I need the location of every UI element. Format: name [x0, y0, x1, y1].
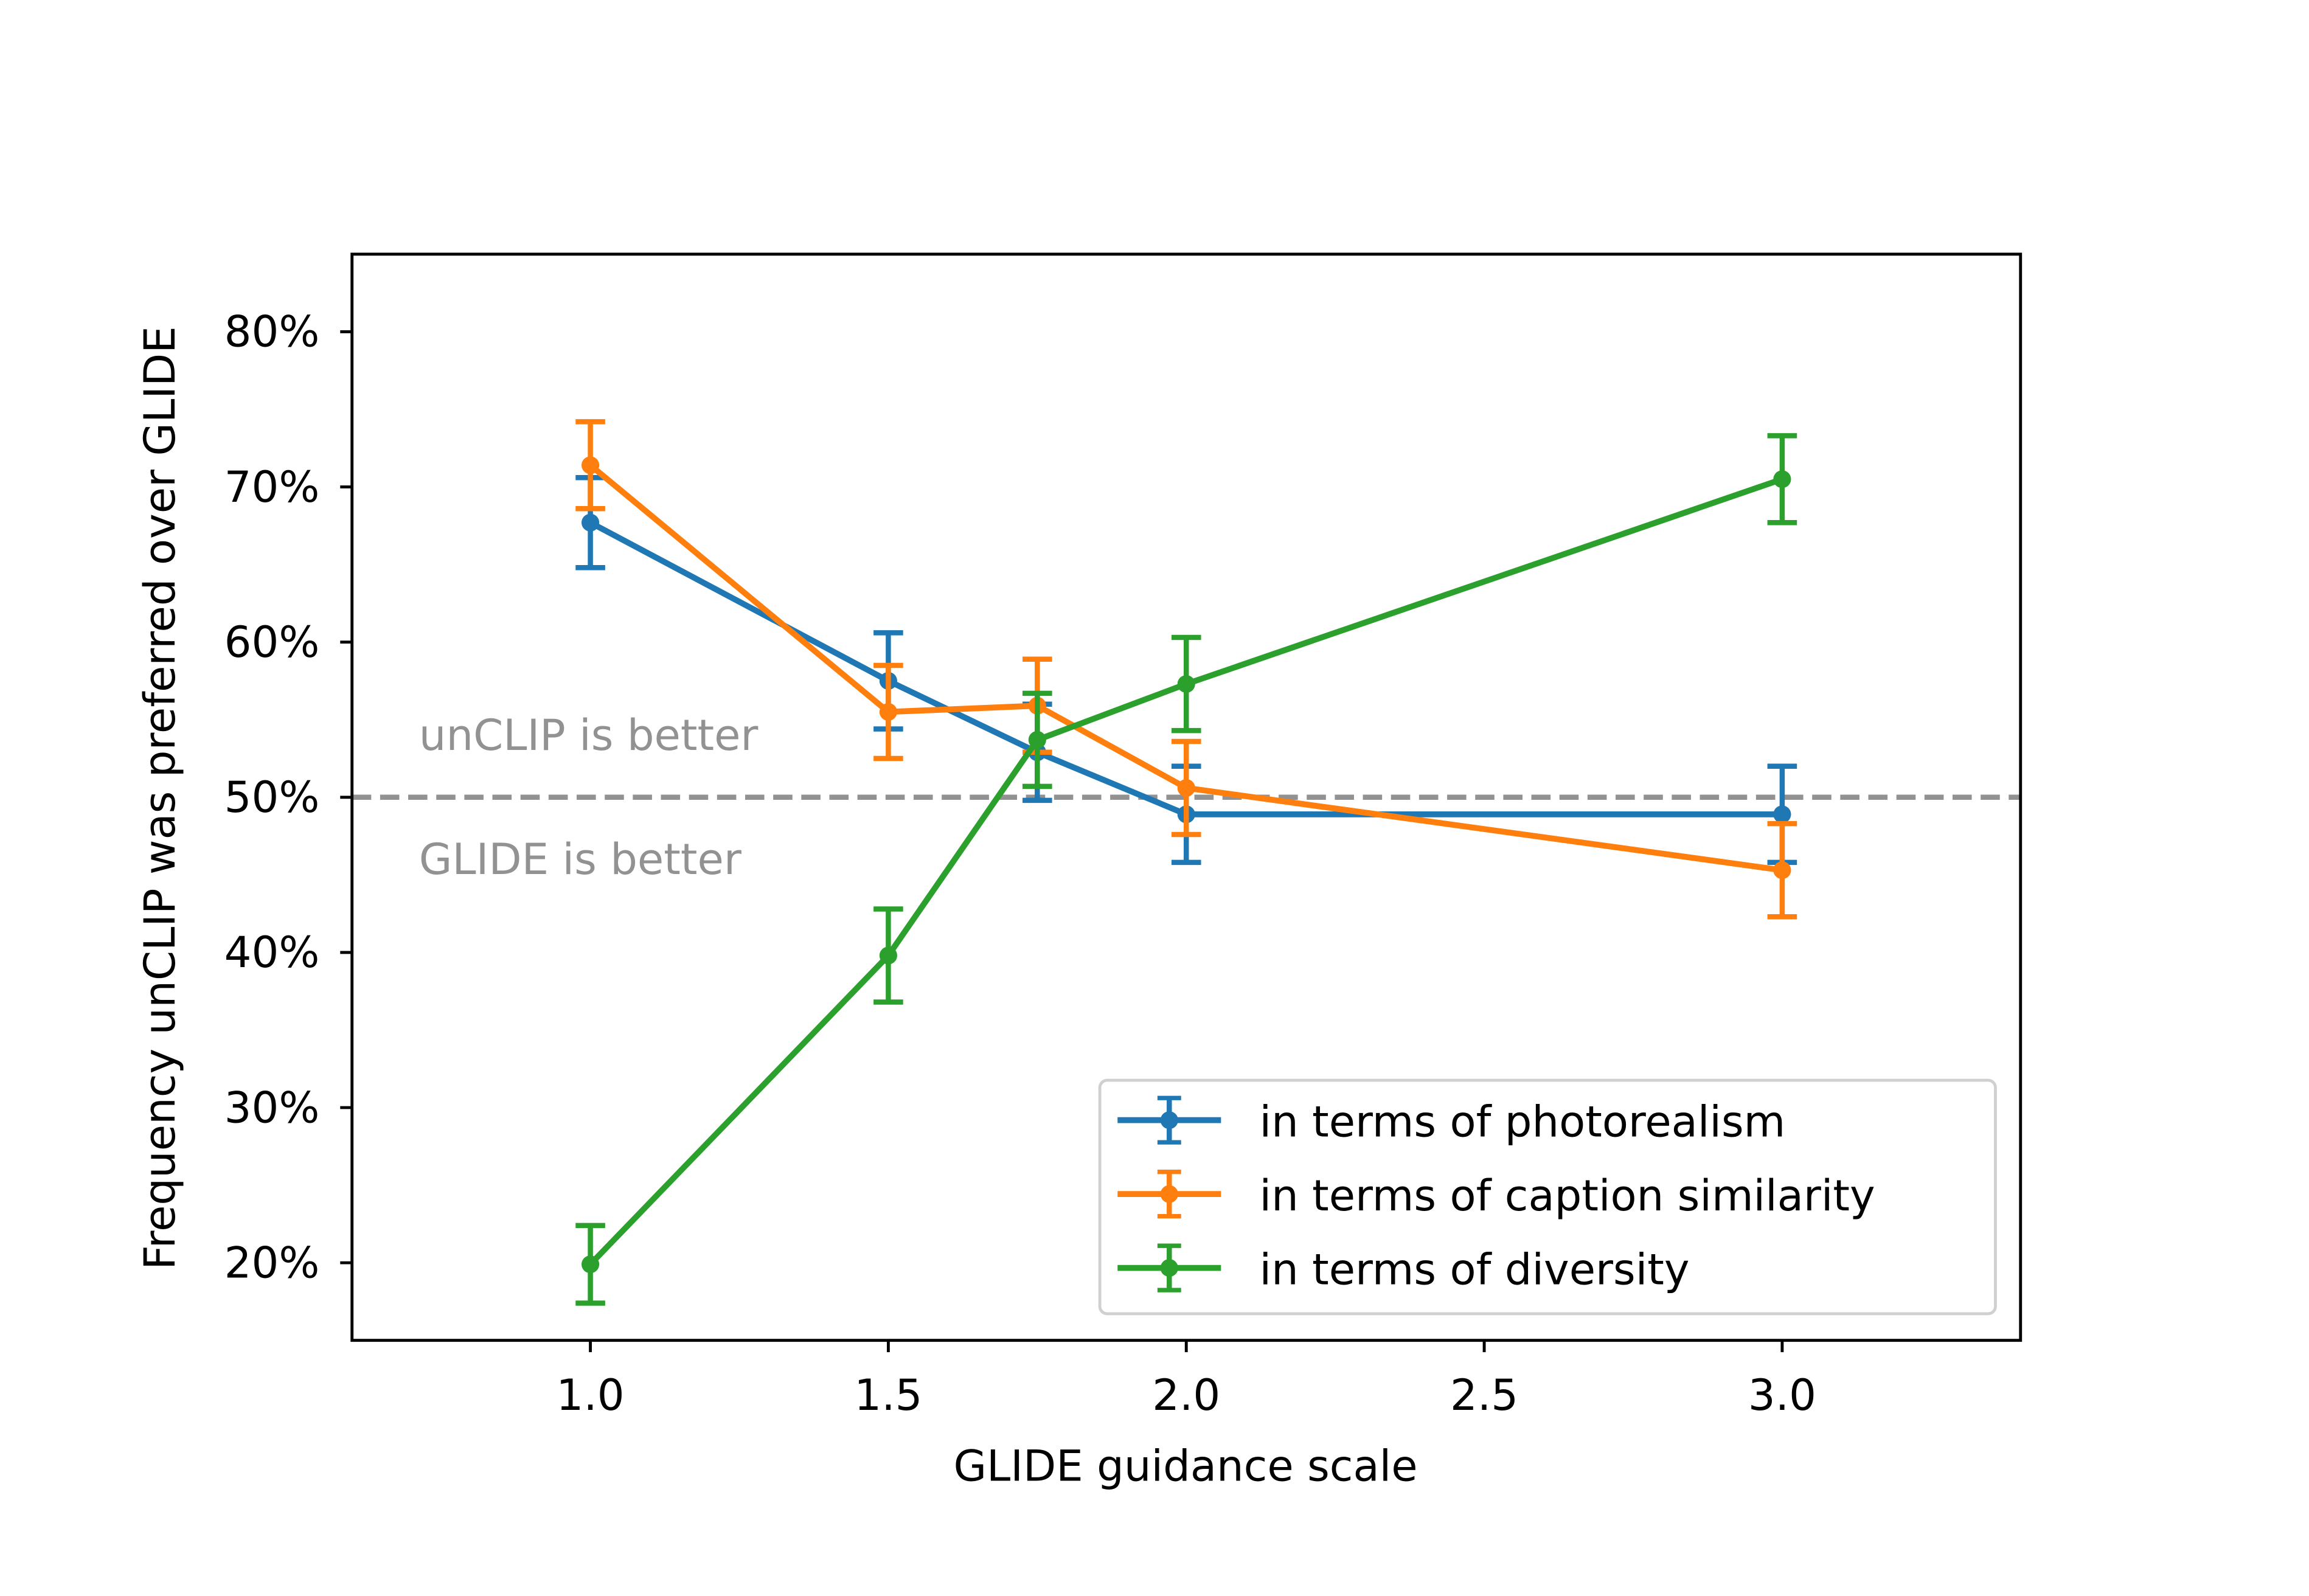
x-tick-label: 1.5 [854, 1370, 922, 1420]
legend-marker [1160, 1259, 1178, 1277]
data-point [879, 946, 897, 965]
legend-label: in terms of caption similarity [1260, 1171, 1875, 1221]
data-point [581, 513, 600, 532]
legend-entry: in terms of photorealism [1117, 1095, 1786, 1147]
data-point [1177, 779, 1195, 797]
legend-entry: in terms of caption similarity [1117, 1170, 1875, 1221]
data-point [1773, 861, 1791, 880]
y-tick-label: 50% [224, 772, 320, 822]
x-tick-label: 2.0 [1152, 1370, 1220, 1420]
data-point [1773, 805, 1791, 824]
legend: in terms of photorealism in terms of capt… [1098, 1078, 1997, 1316]
y-tick-label: 20% [224, 1238, 320, 1288]
x-tick-label: 3.0 [1748, 1370, 1816, 1420]
data-point [1028, 730, 1046, 749]
legend-frame [1098, 1078, 1997, 1316]
y-axis-label: Frequency unCLIP was preferred over GLID… [135, 326, 185, 1269]
annotation-glide-better: GLIDE is better [419, 834, 741, 884]
axes-frame [350, 252, 2023, 1342]
data-point [1773, 470, 1791, 488]
legend-label: in terms of photorealism [1260, 1097, 1786, 1147]
y-tick-label: 40% [224, 928, 320, 977]
data-point [581, 1255, 600, 1274]
y-tick-label: 60% [224, 617, 320, 667]
data-point [1177, 675, 1195, 693]
y-tick-label: 70% [224, 462, 320, 512]
series-2 [575, 433, 1797, 1306]
y-tick-label: 30% [224, 1083, 320, 1133]
x-tick-label: 2.5 [1450, 1370, 1518, 1420]
annotation-unclip-better: unCLIP is better [419, 710, 759, 760]
legend-marker [1160, 1111, 1178, 1129]
x-axis-label: GLIDE guidance scale [953, 1441, 1417, 1491]
x-tick-label: 1.0 [557, 1370, 625, 1420]
legend-marker [1160, 1185, 1178, 1203]
legend-entry: in terms of diversity [1117, 1243, 1690, 1294]
legend-label: in terms of diversity [1260, 1244, 1690, 1294]
data-point [581, 456, 600, 474]
data-point [879, 703, 897, 721]
y-tick-label: 80% [224, 307, 320, 357]
